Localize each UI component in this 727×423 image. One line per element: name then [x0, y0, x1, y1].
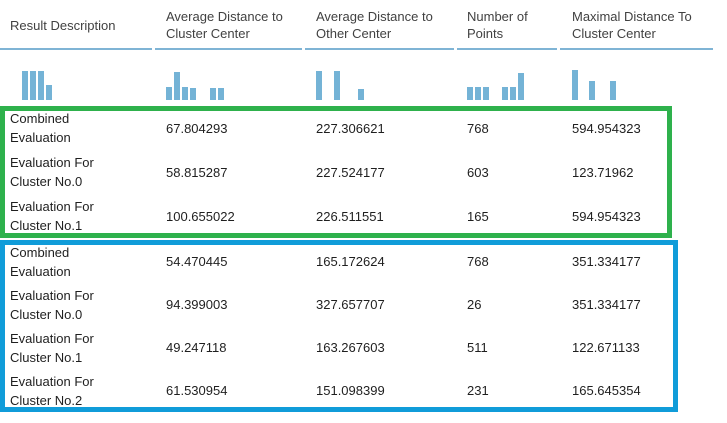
histogram-bar	[483, 87, 489, 100]
histogram-bar	[22, 71, 28, 100]
cell-avg-distance-other-center: 163.267603	[316, 340, 385, 355]
table-row[interactable]: Evaluation For Cluster No.0 94.399003 32…	[0, 283, 713, 326]
table-row[interactable]: Evaluation For Cluster No.1 100.655022 2…	[0, 194, 713, 238]
row-label: Combined Evaluation	[10, 244, 71, 279]
table-row[interactable]: Combined Evaluation 54.470445 165.172624…	[0, 240, 713, 283]
cell-max-distance-cluster-center: 122.671133	[572, 340, 640, 355]
histogram-avg-distance-cluster-center[interactable]	[155, 70, 305, 100]
cell-number-of-points: 603	[467, 164, 489, 180]
cell-avg-distance-cluster-center: 49.247118	[166, 340, 227, 355]
cell-max-distance-cluster-center: 594.954323	[572, 120, 641, 136]
row-label: Evaluation For Cluster No.0	[10, 155, 94, 189]
cell-avg-distance-other-center: 165.172624	[316, 254, 385, 269]
cell-max-distance-cluster-center: 351.334177	[572, 297, 641, 312]
histogram-bar	[218, 88, 224, 100]
histogram-bar	[358, 89, 364, 100]
histogram-bar	[610, 81, 616, 100]
table-row[interactable]: Evaluation For Cluster No.2 61.530954 15…	[0, 369, 713, 412]
histogram-bar	[46, 85, 52, 100]
histogram-bar	[467, 87, 473, 100]
row-label: Evaluation For Cluster No.1	[10, 330, 94, 365]
column-header-max-distance-cluster-center[interactable]: Maximal Distance To Cluster Center	[572, 9, 692, 41]
histogram-avg-distance-other-center[interactable]	[305, 70, 457, 100]
cell-max-distance-cluster-center: 594.954323	[572, 208, 641, 224]
histogram-bar	[38, 71, 44, 100]
evaluation-group-blue: Combined Evaluation 54.470445 165.172624…	[0, 240, 727, 412]
histogram-number-of-points[interactable]	[457, 70, 560, 100]
cell-number-of-points: 231	[467, 383, 489, 398]
row-label: Evaluation For Cluster No.2	[10, 373, 94, 408]
cell-avg-distance-cluster-center: 94.399003	[166, 297, 228, 312]
cell-avg-distance-other-center: 227.524177	[316, 164, 385, 180]
cell-number-of-points: 165	[467, 208, 489, 224]
cell-avg-distance-other-center: 151.098399	[316, 383, 385, 398]
column-header-number-of-points[interactable]: Number of Points	[467, 9, 528, 41]
histogram-bar	[510, 87, 516, 100]
evaluation-group-green: Combined Evaluation 67.804293 227.306621…	[0, 106, 727, 238]
histogram-bar	[182, 87, 188, 100]
header-rule	[0, 48, 713, 50]
cell-max-distance-cluster-center: 123.71962	[572, 164, 634, 180]
histogram-bar	[210, 88, 216, 100]
histogram-bar	[190, 88, 196, 100]
row-label: Evaluation For Cluster No.0	[10, 287, 94, 322]
histogram-bar	[518, 73, 524, 100]
cell-avg-distance-other-center: 327.657707	[316, 297, 385, 312]
histogram-bar	[589, 81, 595, 100]
table-row[interactable]: Evaluation For Cluster No.0 58.815287 22…	[0, 150, 713, 194]
cell-avg-distance-cluster-center: 100.655022	[166, 208, 235, 224]
table-header: Result Description Average Distance to C…	[0, 0, 713, 44]
cell-number-of-points: 768	[467, 254, 489, 269]
histogram-bar	[174, 72, 180, 100]
table-row[interactable]: Combined Evaluation 67.804293 227.306621…	[0, 106, 713, 150]
header-rule-segment	[305, 48, 454, 50]
column-header-avg-distance-other-center[interactable]: Average Distance to Other Center	[316, 9, 433, 41]
table-row[interactable]: Evaluation For Cluster No.1 49.247118 16…	[0, 326, 713, 369]
header-rule-segment	[560, 48, 713, 50]
cell-avg-distance-cluster-center: 67.804293	[166, 120, 228, 136]
cell-max-distance-cluster-center: 351.334177	[572, 254, 641, 269]
cell-max-distance-cluster-center: 165.645354	[572, 383, 641, 398]
cell-avg-distance-cluster-center: 54.470445	[166, 254, 228, 269]
histogram-bar	[334, 71, 340, 100]
histogram-max-distance-cluster-center[interactable]	[560, 70, 713, 100]
histogram-bar	[475, 87, 481, 100]
cell-number-of-points: 768	[467, 120, 489, 136]
cell-number-of-points: 26	[467, 297, 482, 312]
cell-avg-distance-other-center: 227.306621	[316, 120, 385, 136]
histogram-bar	[572, 70, 578, 100]
sparkline-row	[0, 70, 713, 100]
cell-avg-distance-cluster-center: 58.815287	[166, 164, 228, 180]
header-rule-segment	[0, 48, 152, 50]
histogram-bar	[502, 87, 508, 100]
cell-number-of-points: 511	[467, 340, 488, 355]
histogram-bar	[166, 87, 172, 100]
cell-avg-distance-cluster-center: 61.530954	[166, 383, 228, 398]
column-header-avg-distance-cluster-center[interactable]: Average Distance to Cluster Center	[166, 9, 283, 41]
header-rule-segment	[457, 48, 557, 50]
histogram-result-description[interactable]	[0, 70, 155, 100]
header-rule-segment	[155, 48, 302, 50]
cell-avg-distance-other-center: 226.511551	[316, 208, 384, 224]
histogram-bar	[316, 71, 322, 100]
histogram-bar	[30, 71, 36, 100]
column-header-result-description[interactable]: Result Description	[10, 17, 116, 33]
row-label: Combined Evaluation	[10, 111, 71, 145]
row-label: Evaluation For Cluster No.1	[10, 199, 94, 233]
